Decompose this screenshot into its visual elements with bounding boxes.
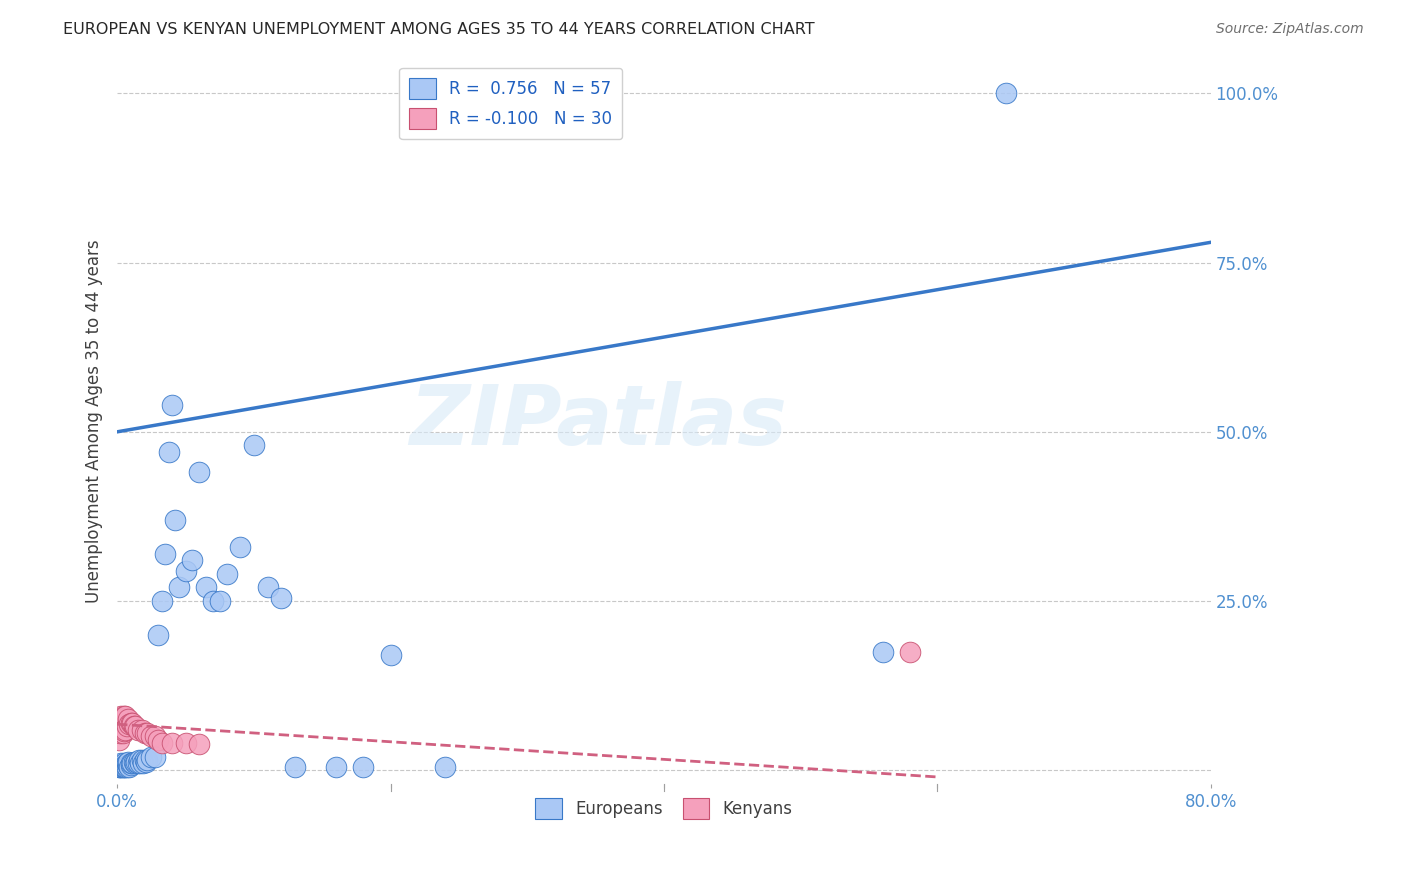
Point: [111, 760, 134, 774]
Point: [122, 719, 145, 733]
Point: [135, 755, 157, 769]
Point: [208, 594, 231, 608]
Point: [325, 760, 347, 774]
Point: [181, 553, 204, 567]
Point: [108, 726, 131, 740]
Point: [131, 723, 153, 737]
Point: [124, 719, 146, 733]
Point: [145, 730, 167, 744]
Point: [115, 756, 138, 771]
Point: [125, 755, 148, 769]
Point: [141, 730, 163, 744]
Point: [380, 648, 402, 662]
Point: [127, 723, 149, 737]
Point: [134, 753, 156, 767]
Point: [118, 717, 141, 731]
Point: [243, 438, 266, 452]
Y-axis label: Unemployment Among Ages 35 to 44 years: Unemployment Among Ages 35 to 44 years: [86, 240, 103, 604]
Point: [157, 445, 180, 459]
Point: [150, 594, 173, 608]
Point: [215, 566, 238, 581]
Point: [136, 753, 159, 767]
Point: [122, 755, 145, 769]
Point: [150, 736, 173, 750]
Point: [256, 581, 278, 595]
Point: [120, 715, 142, 730]
Point: [108, 713, 131, 727]
Point: [160, 736, 183, 750]
Point: [167, 581, 190, 595]
Point: [352, 760, 374, 774]
Point: [434, 760, 457, 774]
Point: [148, 628, 170, 642]
Point: [121, 756, 143, 771]
Point: [115, 760, 138, 774]
Point: [872, 645, 894, 659]
Point: [141, 749, 163, 764]
Point: [117, 757, 139, 772]
Point: [188, 738, 211, 752]
Point: [110, 756, 132, 771]
Point: [112, 723, 135, 738]
Point: [111, 757, 134, 772]
Point: [115, 719, 138, 733]
Point: [270, 591, 292, 605]
Point: [111, 713, 134, 727]
Point: [129, 756, 152, 771]
Point: [136, 726, 159, 740]
Point: [114, 723, 136, 737]
Point: [108, 757, 131, 772]
Point: [132, 756, 155, 771]
Point: [120, 757, 142, 772]
Point: [110, 723, 132, 737]
Point: [111, 726, 134, 740]
Point: [284, 760, 307, 774]
Point: [107, 732, 129, 747]
Text: Source: ZipAtlas.com: Source: ZipAtlas.com: [1216, 22, 1364, 37]
Point: [174, 736, 197, 750]
Point: [188, 466, 211, 480]
Text: EUROPEAN VS KENYAN UNEMPLOYMENT AMONG AGES 35 TO 44 YEARS CORRELATION CHART: EUROPEAN VS KENYAN UNEMPLOYMENT AMONG AG…: [63, 22, 815, 37]
Point: [145, 749, 167, 764]
Point: [112, 756, 135, 771]
Point: [117, 713, 139, 727]
Point: [120, 756, 142, 771]
Point: [114, 757, 136, 772]
Point: [121, 715, 143, 730]
Point: [195, 581, 218, 595]
Point: [174, 564, 197, 578]
Point: [201, 594, 224, 608]
Point: [134, 726, 156, 740]
Point: [994, 87, 1017, 101]
Point: [110, 760, 132, 774]
Text: ZIPatlas: ZIPatlas: [409, 381, 787, 462]
Point: [163, 513, 186, 527]
Point: [110, 709, 132, 723]
Point: [108, 760, 131, 774]
Legend: Europeans, Kenyans: Europeans, Kenyans: [529, 791, 800, 826]
Point: [117, 755, 139, 769]
Point: [112, 760, 135, 774]
Point: [127, 756, 149, 771]
Point: [107, 760, 129, 774]
Point: [153, 547, 176, 561]
Point: [898, 645, 921, 659]
Point: [229, 540, 252, 554]
Point: [128, 753, 150, 767]
Point: [112, 709, 135, 723]
Point: [148, 732, 170, 747]
Point: [160, 398, 183, 412]
Point: [114, 760, 136, 774]
Point: [124, 756, 146, 771]
Point: [114, 709, 136, 723]
Point: [118, 760, 141, 774]
Point: [131, 753, 153, 767]
